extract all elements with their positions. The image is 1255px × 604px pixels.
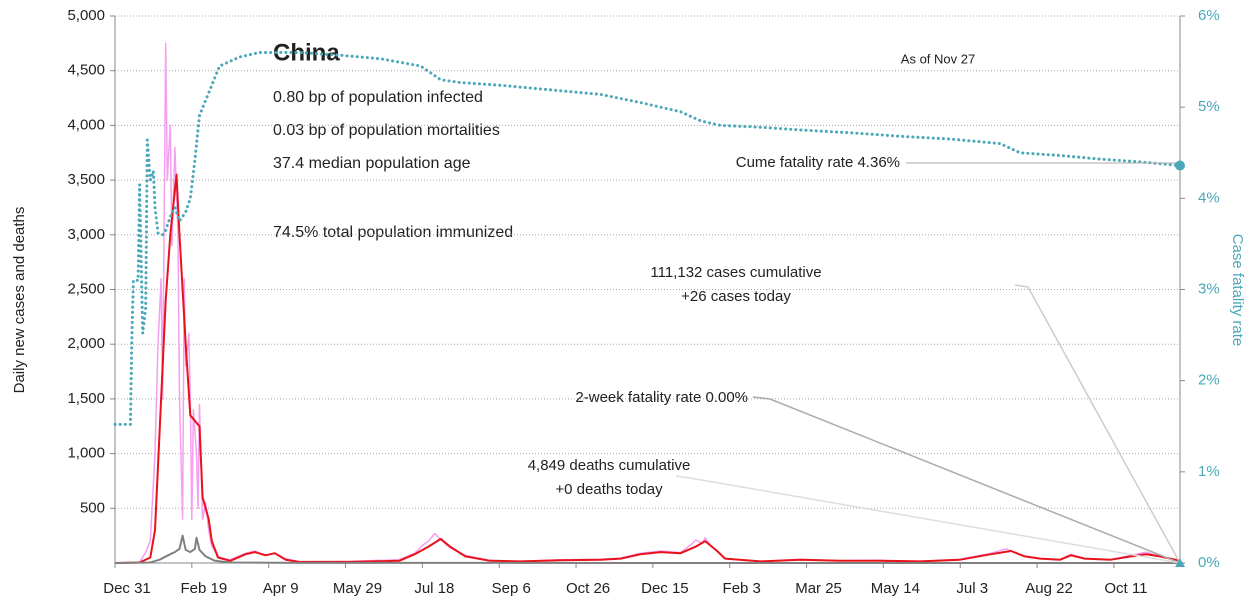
x-tick-label: Sep 6 xyxy=(492,580,531,597)
y-tick-label: 500 xyxy=(80,499,105,516)
y-tick-label: 4,000 xyxy=(67,116,105,133)
y2-tick-label: 5% xyxy=(1198,98,1220,115)
y2-tick-label: 2% xyxy=(1198,372,1220,389)
annotation: 111,132 cases cumulative xyxy=(650,264,821,281)
y-tick-label: 4,500 xyxy=(67,62,105,79)
y-tick-label: 1,500 xyxy=(67,390,105,407)
x-tick-label: Dec 15 xyxy=(641,580,689,597)
leader-line xyxy=(675,475,1181,564)
x-tick-label: Feb 19 xyxy=(180,580,227,597)
leader-line xyxy=(1014,284,1181,564)
y-tick-label: 3,000 xyxy=(67,226,105,243)
x-tick-label: Jul 18 xyxy=(414,580,454,597)
series-line xyxy=(113,51,1182,426)
end-triangle xyxy=(1175,558,1185,567)
x-tick-label: Oct 26 xyxy=(566,580,610,597)
x-tick-label: Jul 3 xyxy=(956,580,988,597)
y-tick-label: 1,000 xyxy=(67,445,105,462)
y-tick-label: 2,000 xyxy=(67,335,105,352)
x-tick-label: Oct 11 xyxy=(1104,580,1147,597)
y-axis-label: Daily new cases and deaths xyxy=(11,207,28,394)
y-tick-label: 3,500 xyxy=(67,171,105,188)
stat: 0.03 bp of population mortalities xyxy=(273,122,500,139)
x-tick-label: Dec 31 xyxy=(103,580,151,597)
as-of: As of Nov 27 xyxy=(901,51,975,66)
series-line xyxy=(114,173,1181,564)
y-tick-label: 2,500 xyxy=(67,280,105,297)
y2-axis-label: Case fatality rate xyxy=(1229,234,1246,347)
y2-tick-label: 1% xyxy=(1198,463,1220,480)
annotation: +0 deaths today xyxy=(555,481,663,498)
y2-tick-label: 0% xyxy=(1198,554,1220,571)
annotation: +26 cases today xyxy=(681,288,791,305)
y-tick-label: 5,000 xyxy=(67,7,105,24)
x-tick-label: May 29 xyxy=(333,580,382,597)
x-tick-label: May 14 xyxy=(871,580,920,597)
y2-tick-label: 3% xyxy=(1198,280,1220,297)
x-tick-label: Aug 22 xyxy=(1025,580,1073,597)
x-tick-label: Feb 3 xyxy=(723,580,761,597)
leader-line xyxy=(752,396,1181,564)
end-marker xyxy=(1175,160,1185,171)
annotations: Cume fatality rate 4.36% 111,132 cases c… xyxy=(528,154,1181,564)
x-tick-label: Apr 9 xyxy=(263,580,299,597)
annotation: Cume fatality rate 4.36% xyxy=(736,154,900,171)
y2-tick-label: 6% xyxy=(1198,7,1220,24)
y2-tick-label: 4% xyxy=(1198,189,1220,206)
annotation: 4,849 deaths cumulative xyxy=(528,457,691,474)
stat: 37.4 median population age xyxy=(273,155,471,172)
stat: 74.5% total population immunized xyxy=(273,224,513,241)
x-tick-label: Mar 25 xyxy=(795,580,842,597)
series-line xyxy=(114,534,1181,564)
stat: 0.80 bp of population infected xyxy=(273,89,483,106)
annotation: 2-week fatality rate 0.00% xyxy=(575,389,748,406)
